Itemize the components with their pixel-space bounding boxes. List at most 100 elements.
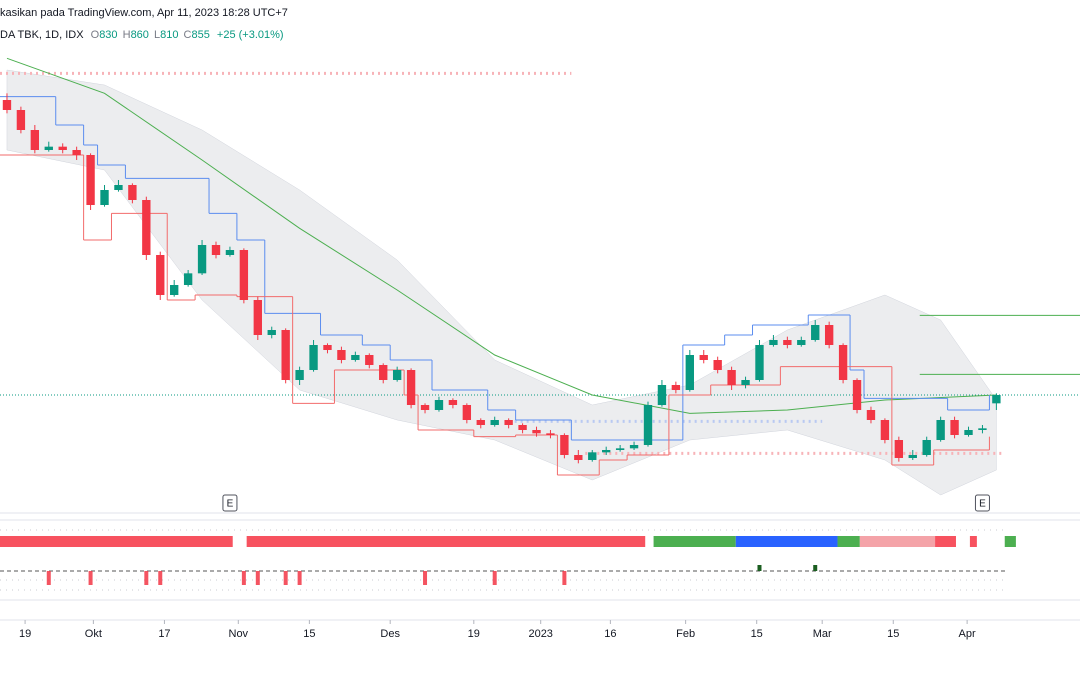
candle-body (267, 330, 276, 335)
state-segment (653, 536, 736, 547)
candle-body (142, 200, 151, 255)
candle-body (657, 385, 667, 405)
candle-body (58, 146, 67, 150)
x-tick-label: 2023 (528, 628, 552, 640)
volatility-band (6, 69, 997, 496)
candle-body (86, 155, 95, 205)
candle-body (950, 420, 959, 435)
signal-down (241, 571, 246, 585)
candle-body (420, 405, 430, 410)
candle-body (602, 450, 611, 453)
signal-down (562, 571, 567, 585)
candle-body (183, 273, 193, 285)
candle-body (197, 245, 207, 274)
candle-body (253, 300, 262, 335)
state-segment (859, 536, 936, 547)
candle-body (643, 405, 653, 445)
earnings-label: E (227, 499, 234, 510)
candle-body (379, 365, 388, 380)
candle-body (281, 330, 290, 380)
candle-body (490, 420, 499, 425)
change: +25 (+3.01%) (217, 29, 284, 41)
signal-down (88, 571, 93, 585)
x-tick-label: 16 (604, 628, 616, 640)
ohlc-label: H (123, 29, 131, 41)
signal-down (283, 571, 288, 585)
candle-body (504, 420, 513, 425)
candle-body (518, 425, 527, 430)
x-tick-label: 15 (751, 628, 763, 640)
candle-body (448, 400, 458, 405)
candle-body (434, 400, 444, 410)
candle-body (964, 430, 973, 435)
x-tick-label: Apr (959, 628, 976, 640)
signal-down (297, 571, 302, 585)
candle-body (532, 430, 541, 434)
ohlc-label: L (154, 29, 160, 41)
candle-body (866, 410, 876, 420)
candle-body (351, 355, 360, 360)
x-tick-label: 17 (158, 628, 170, 640)
candle-body (978, 428, 987, 430)
x-tick-label: Okt (85, 628, 102, 640)
earnings-label: E (979, 499, 986, 510)
x-tick-label: 19 (468, 628, 480, 640)
candle-body (671, 385, 681, 390)
candle-body (699, 355, 708, 360)
x-tick-label: 15 (887, 628, 899, 640)
candle-body (2, 100, 12, 110)
candle-body (908, 455, 917, 458)
candle-body (811, 325, 820, 340)
candle-body (783, 340, 792, 345)
candle-body (755, 345, 764, 380)
candle-body (936, 420, 945, 440)
state-segment (735, 536, 838, 547)
state-segment (969, 536, 977, 547)
x-tick-label: Feb (676, 628, 695, 640)
candle-body (100, 190, 109, 205)
state-segment (0, 536, 233, 547)
candle-body (365, 355, 374, 365)
candle-body (114, 185, 123, 190)
candle-body (685, 355, 694, 390)
candle-body (44, 146, 53, 150)
signal-down (255, 571, 260, 585)
candle-body (894, 440, 904, 458)
x-tick-label: Mar (813, 628, 832, 640)
signal-down (423, 571, 428, 585)
ohlc-value: 810 (160, 29, 178, 41)
signal-down (46, 571, 51, 585)
signal-down (492, 571, 497, 585)
candle-body (992, 395, 1001, 404)
candle-body (309, 345, 318, 370)
candle-body (225, 250, 235, 255)
candle-body (323, 345, 332, 350)
symbol-legend: DA TBK, 1D, IDX O830 H860 L810 C855 +25 … (0, 29, 284, 41)
candle-body (922, 440, 931, 455)
signal-down (144, 571, 149, 585)
ohlc-label: C (184, 29, 192, 41)
x-tick-label: Nov (229, 628, 249, 640)
candle-body (546, 433, 555, 435)
candle-body (156, 255, 165, 295)
signal-down (158, 571, 163, 585)
candle-body (838, 345, 848, 380)
moving-average (6, 57, 997, 414)
candle-body (560, 435, 569, 455)
candle-body (880, 420, 890, 440)
symbol: DA TBK, 1D, IDX (0, 29, 84, 41)
earnings-marker (222, 494, 238, 512)
candle-body (727, 370, 736, 385)
candle-body (588, 452, 597, 460)
ohlc-label: O (91, 29, 100, 41)
candle-body (337, 350, 346, 360)
candle-body (72, 150, 81, 155)
candle-body (629, 445, 639, 449)
x-tick-label: 15 (303, 628, 315, 640)
x-tick-label: Des (380, 628, 400, 640)
candle-body (824, 325, 834, 345)
candle-body (462, 405, 472, 420)
signal-up (757, 565, 762, 571)
ohlc-value: 860 (131, 29, 149, 41)
candle-body (170, 285, 179, 295)
